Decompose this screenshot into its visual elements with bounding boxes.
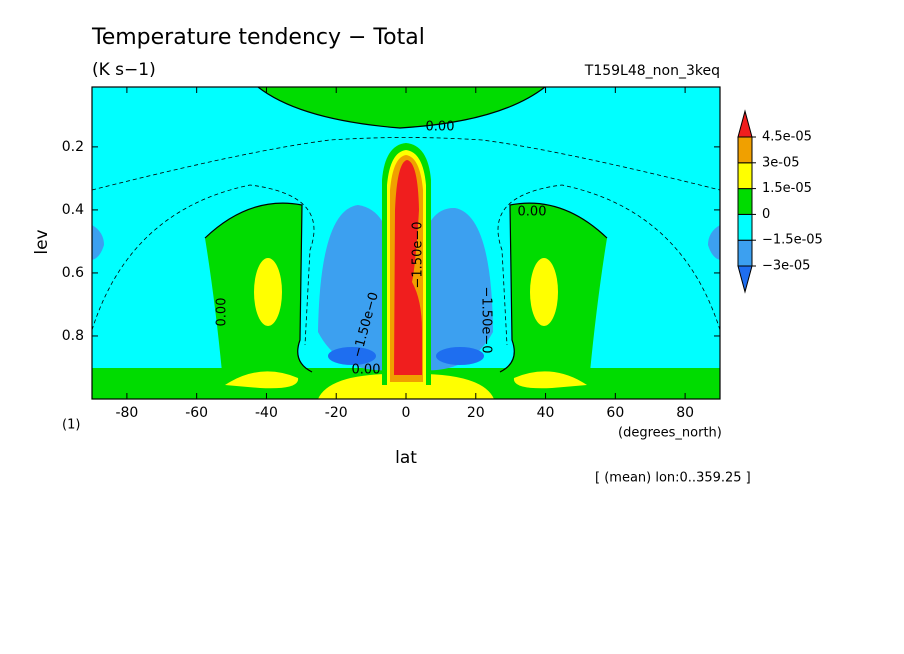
contour-label: 0.00 [352,363,381,378]
region [225,371,299,389]
colorbar-label: −1.5e-05 [762,233,823,248]
region [254,258,282,326]
y-tick-label: 0.4 [62,202,84,218]
colorbar-label: 1.5e-05 [762,181,812,196]
y-tick-label: 0.8 [62,328,84,344]
region [92,225,104,260]
x-tick-label: 60 [606,405,624,421]
contour-lines [204,86,608,373]
contour-line [499,202,608,373]
region [436,347,484,365]
x-tick-label: 40 [537,405,555,421]
x-tick-label: -20 [325,405,348,421]
region [420,207,493,371]
region [318,205,392,371]
region [530,258,558,326]
colorbar-segment [737,109,753,138]
contour-label: −1.50e−0 [411,222,426,289]
colorbar-segment [737,162,753,190]
x-tick-label: -80 [115,405,138,421]
colorbar-segment [737,188,753,215]
contour-line [91,137,721,191]
x-tick-label: 20 [467,405,485,421]
axes: -80 -60 -40 -20 0 20 40 60 80 0.2 0.4 0.6 0.8 [62,87,720,421]
region [328,347,376,365]
colorbar-label: 4.5e-05 [762,130,812,145]
contour-line [204,202,313,373]
colorbar-label: 3e-05 [762,155,800,170]
colorbar-segment [737,239,753,267]
contour-line [91,184,315,346]
region [318,373,494,399]
region [394,160,422,375]
footnote: [ (mean) lon:0..359.25 ] [595,471,751,486]
contour-line [257,86,546,129]
colorbar-label: 0 [762,207,770,222]
contour-label: −1.50e−0 [479,287,494,354]
colorbar-segment [737,136,753,164]
y-tick-label: 0.6 [62,265,84,281]
y-tick-label: 0.2 [62,139,84,155]
colorbar-label: −3e-05 [762,259,810,274]
region [513,371,587,389]
contour-label: 0.00 [215,298,230,327]
contour-label: 0.00 [518,205,547,220]
x-tick-label: -40 [255,405,278,421]
chart-title: Temperature tendency − Total [91,25,425,50]
contour-label: 0.00 [426,120,455,135]
region [708,225,720,260]
x-axis-label: lat [395,448,417,468]
contour-lines [91,137,721,346]
chart-subtitle: (K s−1) [92,60,156,80]
x-tick-label: 80 [676,405,694,421]
x-axis-units: (degrees_north) [618,426,722,441]
x-tick-label: -60 [185,405,208,421]
run-label: T159L48_non_3keq [584,63,720,79]
contour-line [497,184,721,346]
x-tick-label: 0 [402,405,411,421]
panel-label: (1) [62,418,80,433]
colorbar: −3e-05 −1.5e-05 0 1.5e-05 3e-05 4.5e-05 [737,109,823,294]
colorbar-segment [737,213,753,241]
contour-field [91,86,721,399]
y-axis-label: lev [32,229,52,254]
